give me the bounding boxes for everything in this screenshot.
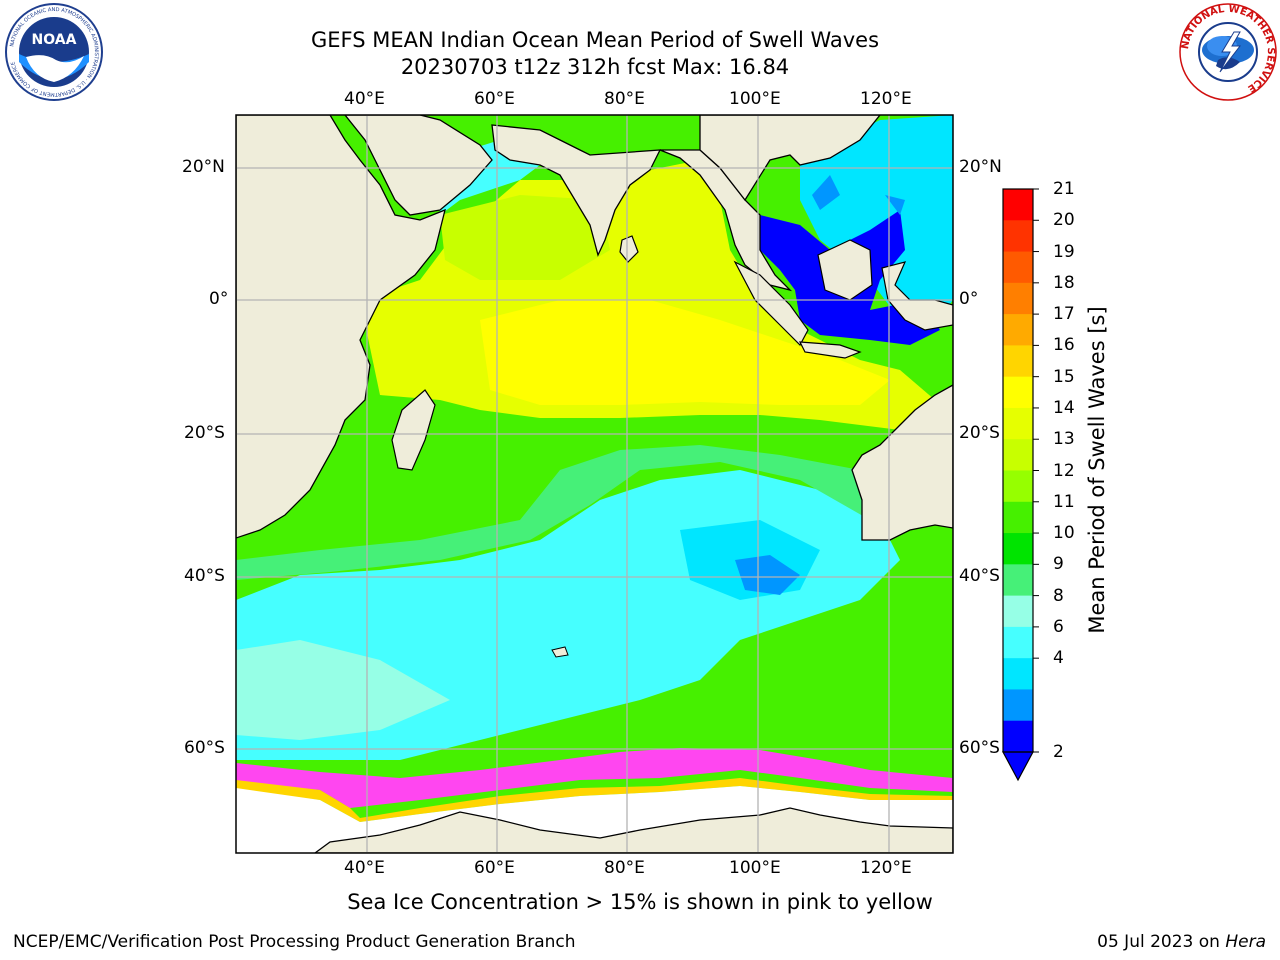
colorbar-extend-arrow xyxy=(1001,751,1035,782)
colorbar-tick-label: 2 xyxy=(1053,742,1064,762)
colorbar-label: Mean Period of Swell Waves [s] xyxy=(1085,306,1109,634)
map-gridlines xyxy=(236,115,953,853)
land-kerguelen xyxy=(551,646,569,658)
lon-label-bottom-120e: 120°E xyxy=(860,858,912,878)
lat-label-right-20s: 20°S xyxy=(959,423,1000,443)
colorbar-segment xyxy=(1003,220,1033,253)
lat-label-right-20n: 20°N xyxy=(959,157,1002,177)
lon-label-bottom-80e: 80°E xyxy=(604,858,645,878)
lon-label-top-60e: 60°E xyxy=(474,89,515,109)
land-java xyxy=(798,341,862,359)
lat-label-right-60s: 60°S xyxy=(959,738,1000,758)
lon-label-bottom-60e: 60°E xyxy=(474,858,515,878)
credit-text: NCEP/EMC/Verification Post Processing Pr… xyxy=(13,932,576,952)
land-arabia xyxy=(344,115,493,216)
colorbar-segment xyxy=(1003,282,1033,315)
colorbar-tick-label: 15 xyxy=(1053,366,1075,387)
swell-zone-4s xyxy=(735,555,800,595)
sea-ice-pink-edge xyxy=(236,748,953,808)
colorbar-tick-label: 10 xyxy=(1053,523,1075,544)
land-sri-lanka xyxy=(619,235,639,263)
sea-ice-yellow-edge xyxy=(236,778,953,822)
machine-name: Hera xyxy=(1225,932,1266,952)
colorbar-segment xyxy=(1003,251,1033,284)
swell-zone-4s-seas xyxy=(812,175,905,215)
colorbar xyxy=(1001,188,1039,782)
lat-label-left-0: 0° xyxy=(209,289,229,309)
chart-subtitle: 20230703 t12z 312h fcst Max: 16.84 xyxy=(400,55,790,79)
colorbar-segment xyxy=(1003,595,1033,628)
land-sumatra xyxy=(733,260,809,346)
map-frame xyxy=(235,114,954,854)
land-australia xyxy=(851,384,953,541)
run-date-text: 05 Jul 2023 on xyxy=(1097,932,1220,952)
colorbar-tick-label: 12 xyxy=(1053,460,1075,481)
swell-zone-10s xyxy=(236,445,900,580)
colorbar-tick-label: 21 xyxy=(1053,179,1075,199)
lat-label-right-40s: 40°S xyxy=(959,566,1000,586)
colorbar-segment xyxy=(1003,689,1033,722)
colorbar-segment xyxy=(1003,345,1033,378)
colorbar-tick-label: 11 xyxy=(1053,491,1075,512)
colorbar-segment xyxy=(1003,407,1033,440)
colorbar-tick-label: 16 xyxy=(1053,335,1075,356)
lon-label-top-120e: 120°E xyxy=(860,89,912,109)
colorbar-segment xyxy=(1003,564,1033,597)
land-madagascar xyxy=(391,389,436,471)
colorbar-segment xyxy=(1003,439,1033,471)
colorbar-segment xyxy=(1003,501,1033,534)
land-antarctica xyxy=(313,807,953,853)
colorbar-tick-label: 4 xyxy=(1053,648,1064,669)
lon-label-top-100e: 100°E xyxy=(729,89,781,109)
lat-label-left-20n: 20°N xyxy=(182,157,225,177)
nws-logo-icon: NATIONAL WEATHER SERVICE xyxy=(1178,2,1278,102)
lat-label-left-20s: 20°S xyxy=(184,423,225,443)
lat-label-left-40s: 40°S xyxy=(184,566,225,586)
land-sulawesi-newguinea xyxy=(881,261,953,331)
lon-label-top-40e: 40°E xyxy=(344,89,385,109)
lat-label-left-60s: 60°S xyxy=(184,738,225,758)
sea-ice-note: Sea Ice Concentration > 15% is shown in … xyxy=(347,890,933,914)
colorbar-segment xyxy=(1003,720,1033,753)
chart-title: GEFS MEAN Indian Ocean Mean Period of Sw… xyxy=(310,28,880,52)
colorbar-tick-label: 9 xyxy=(1053,554,1064,575)
swell-zone-15s xyxy=(480,300,890,405)
colorbar-segment xyxy=(1003,314,1033,346)
colorbar-segment xyxy=(1003,533,1033,565)
colorbar-tick-label: 17 xyxy=(1053,304,1075,325)
colorbar-segment xyxy=(1003,658,1033,690)
colorbar-tick-label: 18 xyxy=(1053,272,1075,293)
colorbar-tick-label: 14 xyxy=(1053,397,1075,418)
run-date: 05 Jul 2023 on Hera xyxy=(1097,932,1266,952)
land-india xyxy=(491,124,662,257)
colorbar-tick-label: 13 xyxy=(1053,429,1075,450)
noaa-logo-text: NOAA xyxy=(32,32,77,48)
colorbar-tick-label: 20 xyxy=(1053,210,1075,231)
colorbar-tick-label: 19 xyxy=(1053,241,1075,262)
colorbar-segment xyxy=(1003,189,1033,221)
lon-label-bottom-100e: 100°E xyxy=(729,858,781,878)
lon-label-top-80e: 80°E xyxy=(604,89,645,109)
colorbar-segment xyxy=(1003,376,1033,409)
lat-label-right-0: 0° xyxy=(959,289,979,309)
colorbar-tick-label: 6 xyxy=(1053,616,1064,637)
swell-zone-9s xyxy=(236,640,450,740)
lon-label-bottom-40e: 40°E xyxy=(344,858,385,878)
land-borneo xyxy=(817,239,873,301)
colorbar-segment xyxy=(1003,626,1033,659)
land-east-asia xyxy=(699,115,881,202)
noaa-logo-icon: NATIONAL OCEANIC AND ATMOSPHERIC ADMINIS… xyxy=(4,2,104,102)
colorbar-segment xyxy=(1003,470,1033,503)
swell-zone-6s-east xyxy=(800,115,953,330)
colorbar-tick-label: 8 xyxy=(1053,585,1064,606)
swell-zone-13s xyxy=(440,195,610,280)
